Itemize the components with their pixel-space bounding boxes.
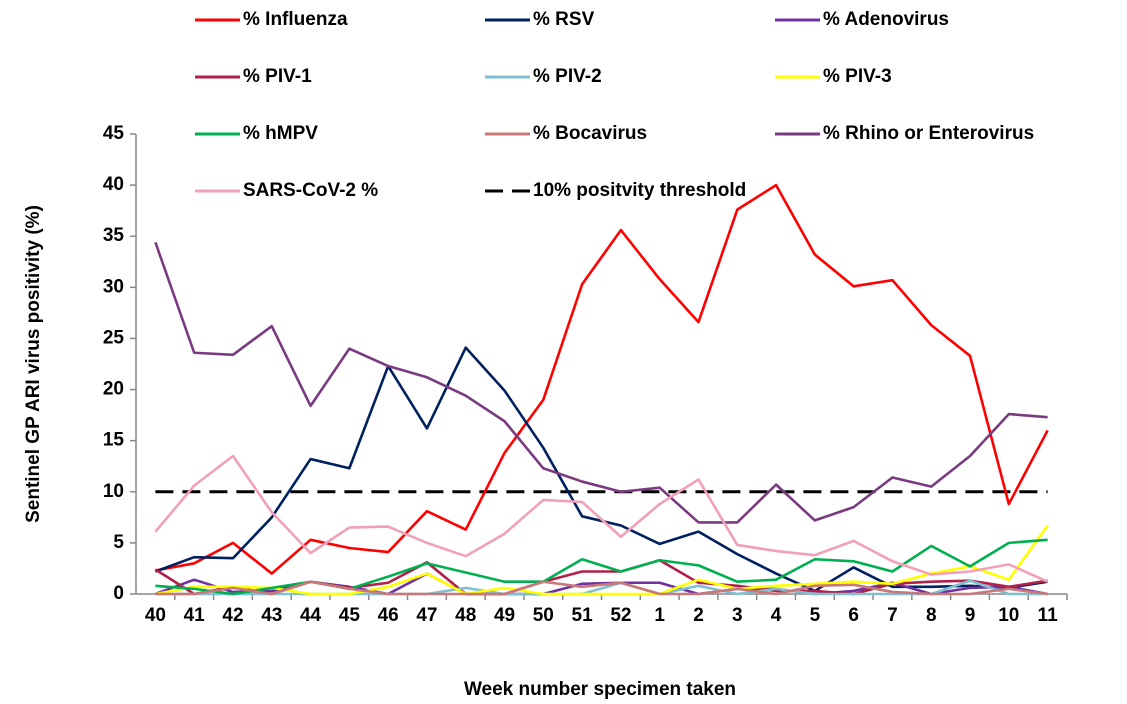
x-tick-label: 3 bbox=[732, 605, 743, 626]
x-tick-label: 7 bbox=[887, 605, 898, 626]
x-tick-label: 41 bbox=[184, 605, 206, 626]
y-tick-label: 30 bbox=[103, 276, 124, 297]
y-tick-label: 25 bbox=[103, 327, 125, 348]
legend-label: % PIV-1 bbox=[243, 66, 312, 87]
legend-label: % Adenovirus bbox=[823, 9, 949, 30]
series-line bbox=[155, 183, 1049, 575]
legend-label: % Influenza bbox=[243, 9, 348, 30]
legend-label: % RSV bbox=[533, 9, 595, 30]
x-tick-label: 47 bbox=[416, 605, 437, 626]
y-tick-label: 15 bbox=[103, 430, 125, 451]
x-tick-label: 6 bbox=[848, 605, 859, 626]
x-tick-label: 49 bbox=[494, 605, 515, 626]
legend-label: % PIV-3 bbox=[823, 66, 892, 87]
x-tick-label: 45 bbox=[339, 605, 361, 626]
x-tick-label: 50 bbox=[533, 605, 554, 626]
x-tick-label: 5 bbox=[810, 605, 821, 626]
y-tick-label: 0 bbox=[113, 583, 124, 604]
legend-label: % Bocavirus bbox=[533, 123, 647, 144]
legend-label: SARS-CoV-2 % bbox=[243, 180, 378, 201]
x-tick-label: 1 bbox=[654, 605, 665, 626]
x-tick-label: 51 bbox=[572, 605, 594, 626]
x-tick-label: 46 bbox=[378, 605, 399, 626]
series-line bbox=[154, 454, 1049, 583]
x-tick-label: 52 bbox=[610, 605, 631, 626]
y-tick-label: 5 bbox=[113, 532, 124, 553]
legend-label: % PIV-2 bbox=[533, 66, 602, 87]
x-tick-label: 10 bbox=[998, 605, 1019, 626]
legend-label: 10% positvity threshold bbox=[533, 180, 746, 201]
series-line bbox=[155, 524, 1049, 596]
y-tick-label: 45 bbox=[103, 123, 125, 144]
y-axis-label: Sentinel GP ARI virus positivity (%) bbox=[23, 205, 44, 523]
legend-label: % hMPV bbox=[243, 123, 318, 144]
x-tick-label: 2 bbox=[693, 605, 704, 626]
legend-label: % Rhino or Enterovirus bbox=[823, 123, 1034, 144]
x-tick-label: 48 bbox=[455, 605, 476, 626]
series-line bbox=[155, 580, 1048, 596]
x-tick-label: 43 bbox=[261, 605, 282, 626]
x-tick-label: 8 bbox=[926, 605, 937, 626]
y-tick-label: 20 bbox=[103, 379, 124, 400]
series-line bbox=[154, 241, 1048, 524]
x-tick-label: 42 bbox=[222, 605, 243, 626]
x-axis-label: Week number specimen taken bbox=[464, 679, 736, 700]
series-line bbox=[154, 346, 1048, 593]
x-tick-label: 40 bbox=[145, 605, 166, 626]
y-tick-label: 10 bbox=[103, 481, 124, 502]
x-tick-label: 9 bbox=[965, 605, 976, 626]
y-tick-label: 40 bbox=[103, 174, 124, 195]
x-tick-label: 4 bbox=[771, 605, 782, 626]
x-tick-label: 44 bbox=[300, 605, 322, 626]
x-tick-label: 11 bbox=[1038, 605, 1059, 626]
y-tick-label: 35 bbox=[103, 225, 125, 246]
